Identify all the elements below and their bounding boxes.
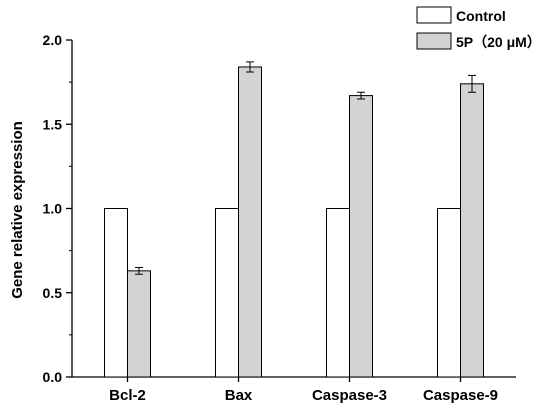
x-tick-label: Caspase-9 (423, 387, 498, 404)
bar-control (437, 208, 461, 378)
legend: Control 5P（20 μM） (416, 6, 541, 50)
bar-treatment (127, 270, 151, 378)
legend-swatch (416, 32, 452, 50)
bar-treatment (238, 66, 262, 378)
bar-control (326, 208, 350, 378)
y-tick-label: 0.5 (43, 285, 63, 301)
x-tick-label: Bcl-2 (109, 387, 146, 404)
y-tick-label: 2.0 (43, 32, 63, 48)
x-tick-label: Caspase-3 (312, 387, 387, 404)
bar-treatment (460, 83, 484, 378)
plot-area: 0.0 0.5 1.0 1.5 2.0 Bcl-2 Bax Caspase-3 Caspase-… (43, 32, 516, 404)
bar-control (215, 208, 239, 378)
bar-treatment (349, 95, 373, 378)
legend-swatch (416, 6, 452, 24)
y-axis-label: Gene relative expression (9, 121, 26, 299)
y-tick-label: 1.5 (43, 116, 63, 132)
y-tick-label: 1.0 (43, 201, 63, 217)
legend-label: 5P（20 μM） (456, 34, 541, 50)
bar-control (104, 208, 128, 378)
legend-label: Control (456, 8, 506, 24)
y-tick-label: 0.0 (43, 369, 63, 385)
x-tick-label: Bax (225, 387, 253, 404)
